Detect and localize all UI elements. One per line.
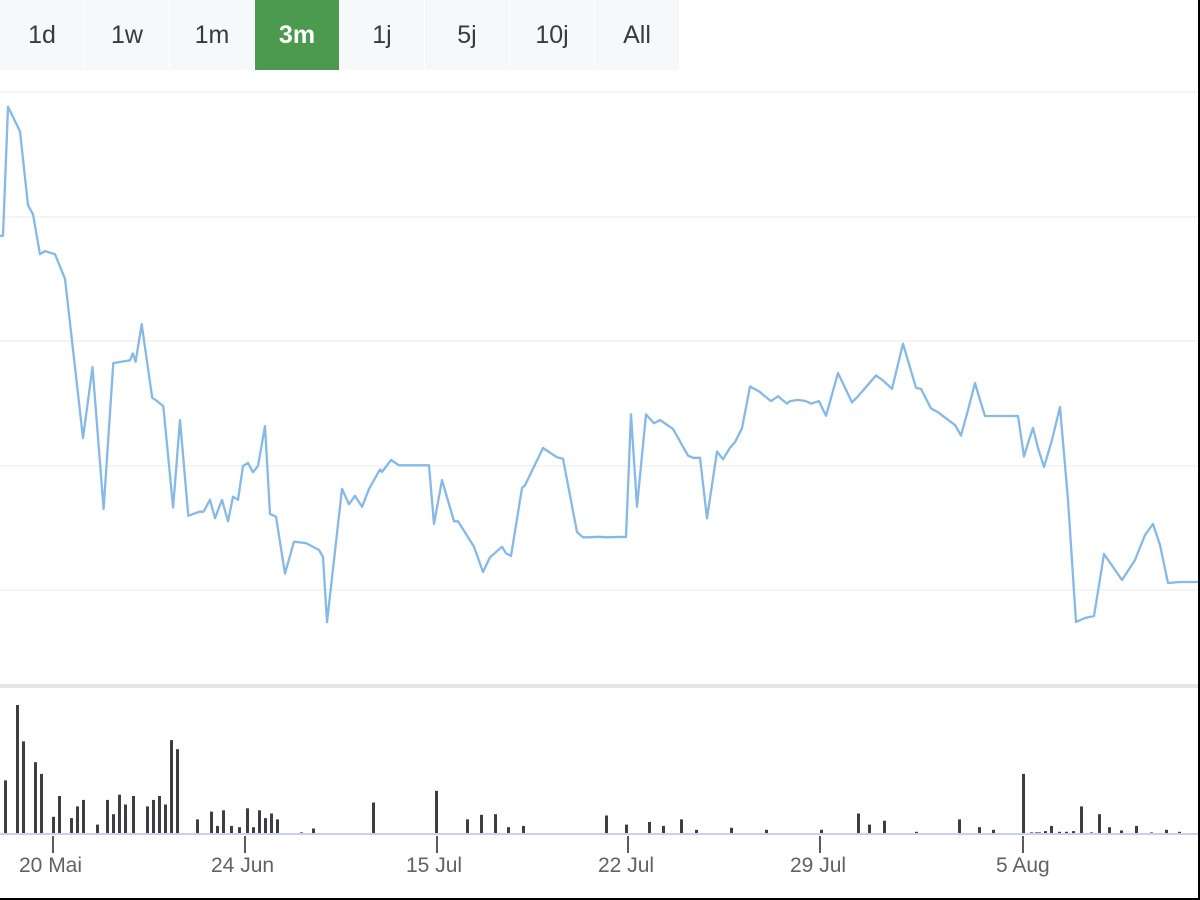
svg-text:5 Aug: 5 Aug — [996, 854, 1050, 877]
svg-text:24 Jun: 24 Jun — [211, 854, 274, 877]
svg-text:22 Jul: 22 Jul — [598, 854, 654, 877]
svg-text:15 Jul: 15 Jul — [406, 854, 462, 877]
svg-text:29 Jul: 29 Jul — [790, 854, 846, 877]
svg-text:20 Mai: 20 Mai — [19, 854, 82, 877]
